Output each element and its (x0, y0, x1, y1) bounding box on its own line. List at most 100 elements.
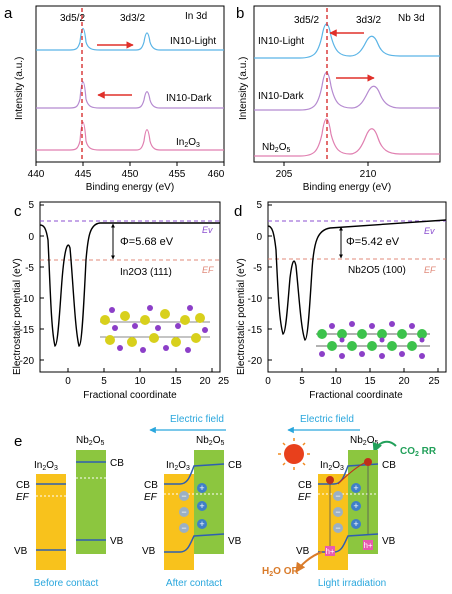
in2o3-label: In2O3 (320, 460, 344, 472)
h2oor-arrow (295, 551, 323, 573)
plus-sign: + (353, 519, 358, 529)
panel-d-ytick: -5 (253, 263, 262, 274)
panel-c-ytick: -20 (20, 356, 35, 367)
panel-c-xtick: 5 (101, 376, 107, 387)
h2oor-label: H2O OR (262, 566, 299, 578)
electron-transfer-arrow (337, 461, 367, 485)
panel-a-curve-ref (36, 121, 224, 151)
plus-sign: + (353, 501, 358, 511)
panel-c-letter: c (14, 203, 22, 220)
panel-a-xtick: 445 (75, 169, 92, 180)
plus-sign: + (353, 483, 358, 493)
panel-a-label-light: IN10-Light (170, 36, 216, 47)
panel-b: b Intensity (a.u.) Nb 3d 3d5/2 3d3/2 IN1… (236, 5, 441, 193)
panel-c-xtick: 10 (134, 376, 146, 387)
panel-d-crystal-structure (316, 321, 430, 359)
panel-d-ytick: -15 (248, 325, 263, 336)
panel-a-curve-dark (36, 81, 224, 109)
panel-d-xtick: 25 (428, 376, 440, 387)
panel-a-xlabel: Binding energy (eV) (86, 182, 174, 193)
panel-a-curve-light (36, 27, 224, 51)
hole-plus (351, 501, 361, 511)
panel-d: d Electrostatic potential (eV) 5 0 -5 -1… (234, 200, 447, 401)
vb-label: VB (142, 546, 156, 557)
ef-label: EF (16, 492, 30, 503)
panel-b-peak-left: 3d5/2 (294, 15, 319, 26)
panel-b-title: Nb 3d (398, 13, 425, 24)
panel-e-letter: e (14, 433, 22, 450)
panel-d-ytick: -20 (248, 356, 263, 367)
hole-plus (351, 483, 361, 493)
panel-d-letter: d (234, 203, 242, 220)
before-contact-diagram: In2O3 Nb2O5 CB EF VB CB VB Before contac… (14, 435, 124, 589)
ef-label: EF (144, 492, 158, 503)
panel-a-xtick: 440 (28, 169, 45, 180)
plus-sign: + (199, 519, 204, 529)
hole-label: h+ (325, 547, 334, 556)
panel-b-label-ref: Nb2O5 (262, 142, 290, 154)
electron-minus (179, 523, 189, 533)
plus-sign: + (199, 501, 204, 511)
panel-d-xtick: 20 (398, 376, 410, 387)
panel-c-ytick: -5 (25, 263, 34, 274)
minus-sign: − (181, 523, 186, 533)
panel-d-ytick: 0 (256, 232, 262, 243)
hole-box (363, 540, 373, 550)
panel-a-letter: a (4, 5, 13, 22)
panel-c: c Electrostatic potential (eV) 5 0 -5 -1… (12, 200, 230, 401)
panel-c-ytick: 0 (28, 232, 34, 243)
panel-d-surface: Nb2O5 (100) (348, 265, 406, 276)
electron (364, 458, 372, 466)
minus-sign: − (181, 507, 186, 517)
panel-d-xtick: 0 (265, 376, 271, 387)
panel-d-ef: EF (424, 265, 436, 275)
panel-d-ev: Ev (424, 226, 435, 236)
panel-c-ev: Ev (202, 225, 213, 235)
panel-a-label-ref: In2O3 (176, 137, 200, 149)
panel-d-ytick: -10 (248, 294, 263, 305)
minus-sign: − (335, 507, 340, 517)
panel-a-peak-left: 3d5/2 (60, 13, 85, 24)
panel-b-xlabel: Binding energy (eV) (303, 182, 391, 193)
panel-a-xtick: 460 (208, 169, 225, 180)
panel-a: a Intensity (a.u.) In 3d 3d5/2 3d3/2 IN1… (4, 5, 225, 193)
light-irradiation-diagram: Electric field Nb2O5 In2O3 CO2 RR (262, 414, 437, 589)
panel-d-xlabel: Fractional coordinate (309, 390, 403, 401)
panel-c-crystal-structure (100, 305, 210, 353)
hole-plus (197, 519, 207, 529)
panel-d-xticks: 0 5 10 15 20 25 (265, 368, 440, 387)
minus-sign: − (181, 491, 186, 501)
panel-d-xtick: 15 (364, 376, 376, 387)
hole-plus (197, 501, 207, 511)
cb-label: CB (110, 458, 124, 469)
panel-a-label-dark: IN10-Dark (166, 93, 213, 104)
panel-b-label-dark: IN10-Dark (258, 91, 305, 102)
panel-c-ef: EF (202, 265, 214, 275)
electron-minus (179, 507, 189, 517)
nb2o5-label: Nb2O5 (76, 435, 104, 447)
nb2o5-label: Nb2O5 (350, 435, 378, 447)
after-contact-diagram: Electric field Nb2O5 In2O3 − − − + + + C… (142, 414, 242, 589)
panel-c-ytick: 5 (28, 200, 34, 211)
in2o3-label: In2O3 (34, 460, 58, 472)
electric-field-label: Electric field (170, 414, 224, 425)
panel-c-xtick: 25 (218, 376, 230, 387)
panel-c-xlabel: Fractional coordinate (83, 390, 177, 401)
panel-b-xtick: 205 (276, 169, 293, 180)
panel-c-ytick: -15 (20, 325, 35, 336)
panel-b-letter: b (236, 5, 244, 22)
panel-d-xtick: 5 (299, 376, 305, 387)
hole-label: h+ (363, 541, 372, 550)
vb-label: VB (228, 536, 242, 547)
panel-c-xtick: 0 (65, 376, 71, 387)
panel-c-phi: Φ=5.68 eV (120, 236, 174, 248)
cb-label: CB (144, 480, 158, 491)
panel-b-ylabel: Intensity (a.u.) (238, 57, 249, 120)
electron (326, 476, 334, 484)
co2rr-label: CO2 RR (400, 446, 437, 458)
panel-a-xticks: 440 445 450 455 460 (28, 162, 225, 180)
cb-label: CB (16, 480, 30, 491)
vb-label: VB (110, 536, 124, 547)
panel-c-xticks: 0 5 10 15 20 25 (65, 368, 230, 387)
panel-d-yticks: 5 0 -5 -10 -15 -20 (248, 200, 272, 367)
